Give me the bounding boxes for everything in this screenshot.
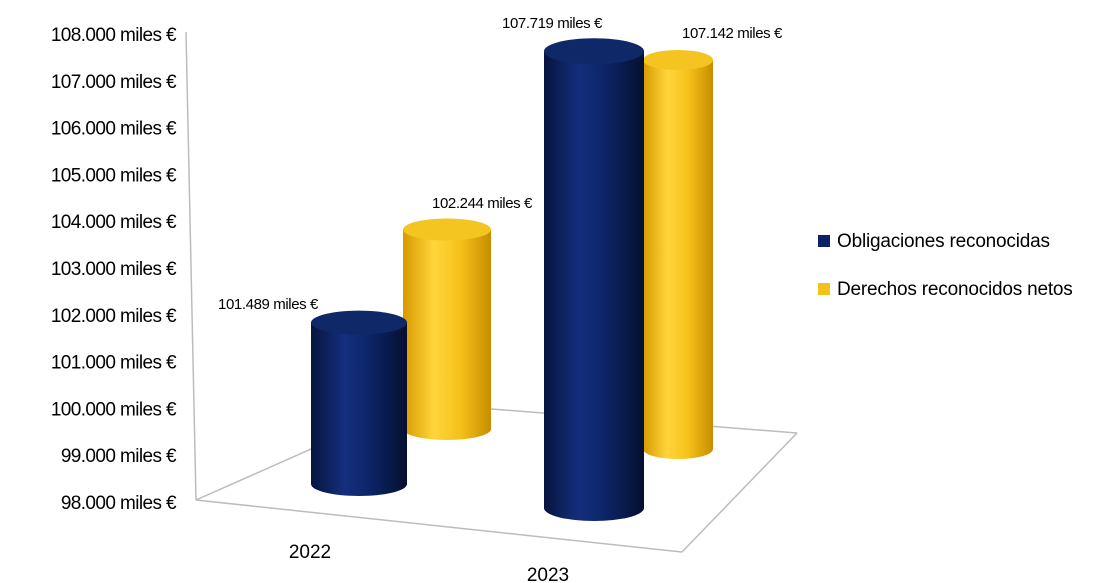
data-label: 102.244 miles €	[432, 195, 533, 212]
legend-label: Obligaciones reconocidas	[837, 231, 1050, 252]
floor-right-edge	[681, 432, 798, 553]
bar-top	[403, 218, 491, 241]
data-label: 107.142 miles €	[682, 25, 783, 42]
y-tick-label: 100.000 miles €	[51, 399, 177, 420]
y-tick-label: 101.000 miles €	[51, 353, 177, 374]
bar-top	[544, 38, 644, 65]
bar-derechos-2022	[403, 218, 491, 440]
bar-top	[311, 310, 407, 335]
y-axis-ticks: 98.000 miles € 99.000 miles € 100.000 mile…	[51, 25, 178, 514]
bar-top	[643, 50, 713, 71]
data-labels: 101.489 miles € 102.244 miles € 107.719 mi…	[218, 15, 783, 313]
y-tick-label: 106.000 miles €	[51, 119, 177, 140]
bar-obligaciones-2022	[311, 310, 407, 496]
data-label: 107.719 miles €	[502, 15, 603, 32]
y-tick-label: 98.000 miles €	[61, 493, 177, 514]
bar-body	[643, 60, 713, 459]
bar-derechos-2023	[643, 50, 713, 459]
y-tick-label: 102.000 miles €	[51, 306, 177, 327]
x-tick-label: 2023	[527, 565, 569, 583]
y-tick-label: 107.000 miles €	[51, 72, 177, 93]
bars	[311, 38, 713, 521]
bar-body	[403, 229, 491, 440]
y-tick-label: 103.000 miles €	[51, 259, 177, 280]
bar-body	[544, 51, 644, 521]
bar-body	[311, 322, 407, 496]
x-tick-label: 2022	[289, 542, 331, 563]
legend-swatch	[818, 235, 830, 247]
floor-front-edge	[195, 499, 683, 553]
y-tick-label: 108.000 miles €	[51, 25, 177, 46]
bar-obligaciones-2023	[544, 38, 644, 521]
y-tick-label: 99.000 miles €	[61, 446, 177, 467]
legend-swatch	[818, 283, 830, 295]
data-label: 101.489 miles €	[218, 296, 319, 313]
legend-label: Derechos reconocidos netos	[837, 279, 1073, 300]
y-tick-label: 104.000 miles €	[51, 212, 177, 233]
x-axis-ticks: 2022 2023	[289, 542, 569, 583]
y-tick-label: 105.000 miles €	[51, 165, 177, 186]
y-axis-line	[185, 31, 197, 501]
legend: Obligaciones reconocidas Derechos reconoc…	[818, 231, 1073, 300]
